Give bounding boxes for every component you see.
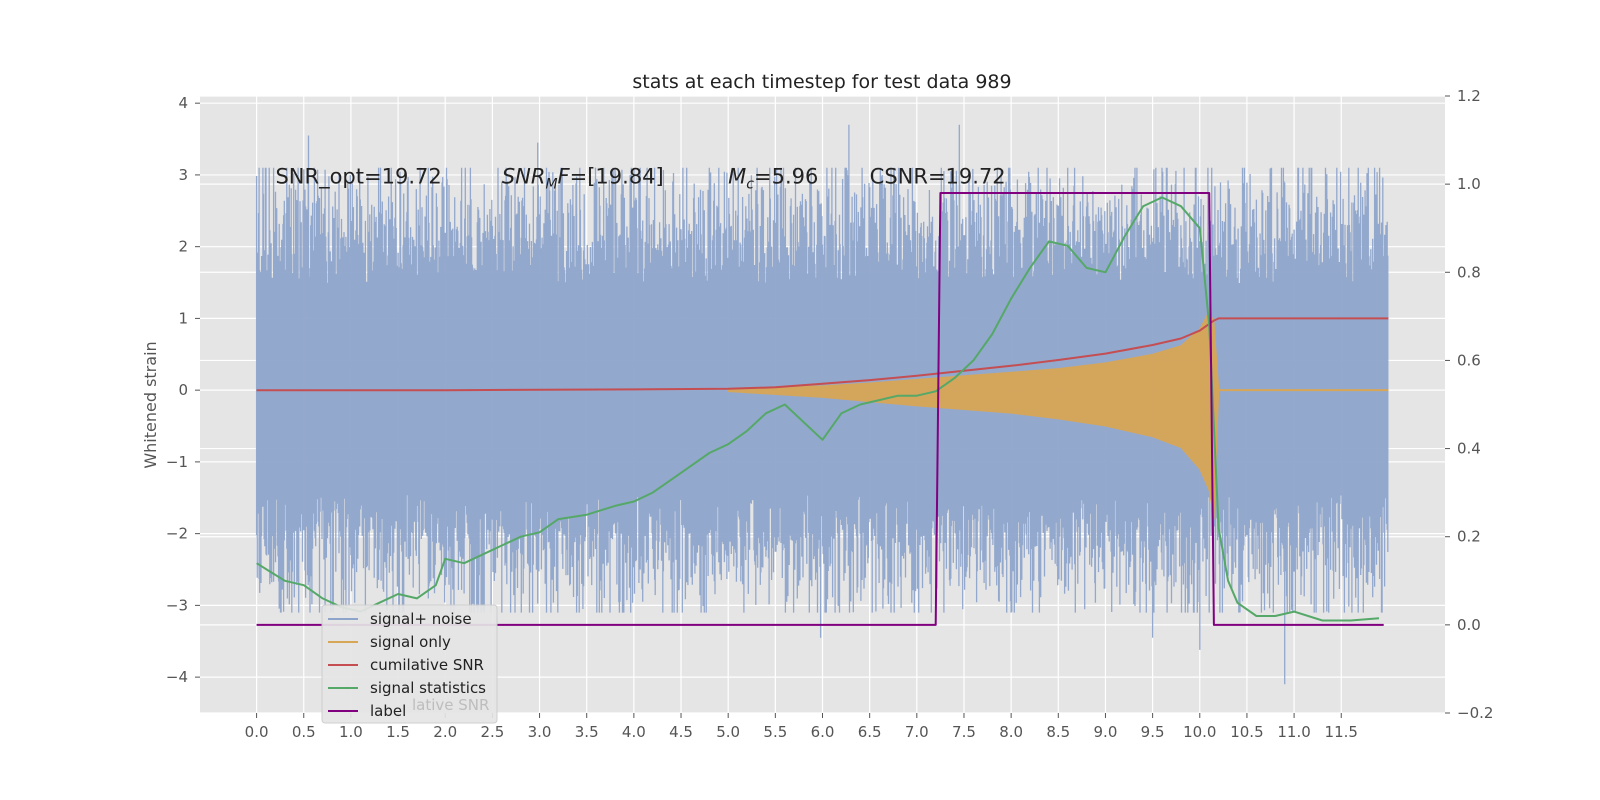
x-tick-label: 4.5	[669, 723, 693, 741]
annotation-2: Mc=5.96	[728, 165, 818, 193]
y2-tick-label: 1.0	[1457, 175, 1481, 193]
y-tick-label: 0	[178, 381, 188, 399]
x-tick-label: 7.5	[952, 723, 976, 741]
annotation-3: CSNR=19.72	[870, 165, 1006, 189]
x-tick-label: 2.5	[480, 723, 504, 741]
cumilative-snr-line	[256, 317, 1389, 392]
x-tick-label: 5.0	[716, 723, 740, 741]
x-tick-label: 0.5	[292, 723, 316, 741]
legend: lative SNR signal+ noise signal only cumila…	[321, 604, 498, 724]
x-tick-label: 11.5	[1325, 723, 1358, 741]
x-tick-label: 0.0	[245, 723, 269, 741]
y2-tick-label: 0.8	[1457, 263, 1481, 281]
y-tick-label: −4	[166, 668, 188, 686]
chart-title: stats at each timestep for test data 989	[632, 71, 1011, 93]
legend-obscured-text: lative SNR	[412, 696, 489, 714]
y-tick-label: 2	[178, 238, 188, 256]
y2-tick-label: 0.4	[1457, 440, 1481, 458]
x-tick-label: 1.0	[339, 723, 363, 741]
x-tick-label: 10.0	[1183, 723, 1216, 741]
y-axis-ticks: 4 3 2 1 0 −1 −2 −3 −4	[166, 94, 200, 686]
x-tick-label: 7.0	[905, 723, 929, 741]
legend-entry: signal+ noise	[370, 610, 472, 628]
series-signal-statistics	[256, 196, 1380, 622]
signal-statistics-line	[256, 196, 1380, 622]
label-line	[256, 192, 1384, 626]
x-tick-label: 3.5	[575, 723, 599, 741]
x-tick-label: 6.5	[858, 723, 882, 741]
x-tick-label: 2.0	[433, 723, 457, 741]
y2-tick-label: −0.2	[1457, 704, 1493, 722]
series-signal-only	[727, 310, 1389, 520]
signal-only-envelope	[727, 310, 1220, 520]
y-tick-label: −3	[166, 596, 188, 614]
annotation-1: SNRMF=[19.84]	[502, 165, 664, 193]
y2-tick-label: 1.2	[1457, 87, 1481, 105]
x-tick-label: 9.0	[1094, 723, 1118, 741]
x-tick-label: 6.0	[811, 723, 835, 741]
series-label	[256, 192, 1384, 626]
legend-entry: label	[370, 702, 406, 720]
x-tick-label: 10.5	[1230, 723, 1263, 741]
annotations: SNR_opt=19.72 SNRMF=[19.84] Mc=5.96 CSNR=19…	[275, 165, 1005, 193]
legend-entry: cumilative SNR	[370, 656, 484, 674]
y2-tick-label: 0.6	[1457, 351, 1481, 369]
x-tick-label: 11.0	[1277, 723, 1310, 741]
x-tick-label: 9.5	[1141, 723, 1165, 741]
y-tick-label: −2	[166, 525, 188, 543]
y2-tick-label: 0.2	[1457, 528, 1481, 546]
x-tick-label: 4.0	[622, 723, 646, 741]
x-tick-label: 1.5	[386, 723, 410, 741]
annotation-0: SNR_opt=19.72	[275, 165, 441, 190]
x-tick-label: 3.0	[528, 723, 552, 741]
x-tick-label: 8.0	[999, 723, 1023, 741]
y2-axis-ticks: 1.2 1.0 0.8 0.6 0.4 0.2 0.0 −0.2	[1445, 87, 1493, 722]
x-axis-ticks: 0.0 0.5 1.0 1.5 2.0 2.5 3.0 3.5 4.0 4.5 5.0 5.5 6.0 6…	[245, 713, 1358, 741]
y2-tick-label: 0.0	[1457, 616, 1481, 634]
y-axis-label: Whitened strain	[141, 341, 160, 468]
y-tick-label: 3	[178, 166, 188, 184]
x-tick-label: 8.5	[1046, 723, 1070, 741]
x-tick-label: 5.5	[763, 723, 787, 741]
y-tick-label: 4	[178, 94, 188, 112]
y-tick-label: −1	[166, 453, 188, 471]
legend-entry: signal only	[370, 633, 451, 651]
legend-box	[321, 604, 498, 724]
legend-entry: signal statistics	[370, 679, 486, 697]
series-cumilative-snr	[256, 317, 1389, 392]
y-tick-label: 1	[178, 309, 188, 327]
